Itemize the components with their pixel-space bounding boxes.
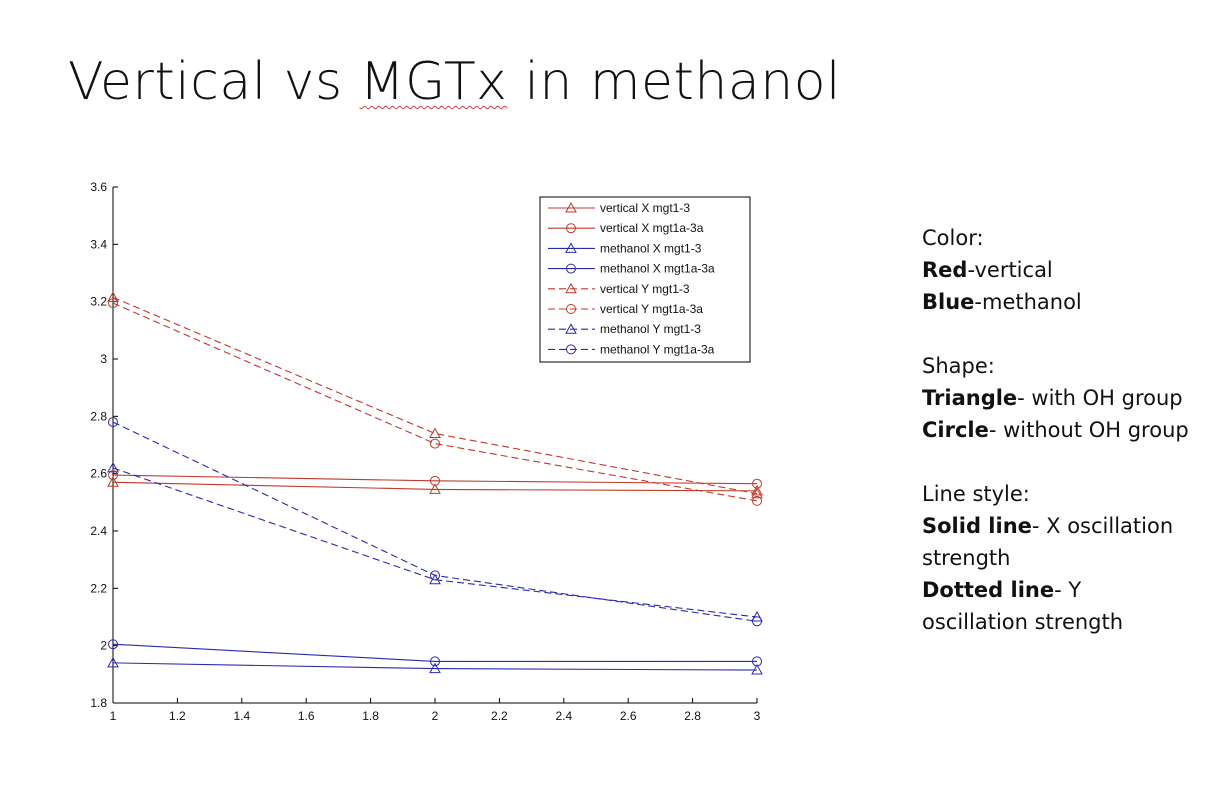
legend-label: methanol X mgt1a-3a bbox=[600, 262, 715, 276]
legend-swatch-marker bbox=[565, 242, 577, 253]
legend-swatch-marker bbox=[565, 201, 577, 213]
legend-label: vertical X mgt1a-3a bbox=[600, 221, 704, 235]
data-point-series-7 bbox=[751, 610, 763, 622]
data-point-series-4 bbox=[430, 656, 440, 667]
legend-label: vertical Y mgt1a-3a bbox=[600, 302, 703, 316]
legend-swatch-marker bbox=[566, 344, 576, 355]
x-tick-label: 1 bbox=[110, 709, 117, 723]
legend-label: vertical Y mgt1-3 bbox=[600, 282, 690, 296]
legend-label: methanol X mgt1-3 bbox=[600, 241, 702, 255]
data-point-series-1 bbox=[429, 483, 441, 494]
x-tick-label: 2 bbox=[432, 709, 439, 723]
legend-swatch-marker bbox=[566, 223, 576, 234]
shape-item-triangle: Triangle- with OH group bbox=[922, 386, 1183, 410]
legend-swatch-marker bbox=[565, 282, 577, 294]
data-point-series-6 bbox=[752, 495, 762, 506]
x-tick-label: 1.8 bbox=[362, 709, 379, 723]
legend-box bbox=[539, 196, 751, 363]
y-tick-label: 3 bbox=[100, 352, 107, 366]
legend-notes: Color: Red-vertical Blue-methanol Shape:… bbox=[922, 222, 1192, 670]
legend-swatch-marker bbox=[565, 323, 577, 334]
legend-label: vertical X mgt1-3 bbox=[600, 201, 690, 215]
legend-label: methanol Y mgt1-3 bbox=[600, 322, 701, 336]
line-item-dotted: Dotted line- Y oscillation strength bbox=[922, 578, 1124, 634]
x-tick-label: 2.4 bbox=[555, 709, 572, 723]
shape-notes: Shape: Triangle- with OH group Circle- w… bbox=[922, 350, 1192, 446]
data-point-series-6 bbox=[108, 298, 118, 309]
data-point-series-5 bbox=[751, 487, 763, 499]
y-tick-label: 3.4 bbox=[90, 237, 107, 251]
y-tick-label: 3.6 bbox=[90, 180, 107, 194]
x-tick-label: 1.6 bbox=[298, 709, 315, 723]
line-item-solid: Solid line- X oscillation strength bbox=[922, 514, 1174, 570]
y-tick-label: 3.2 bbox=[90, 295, 107, 309]
x-tick-label: 1.2 bbox=[169, 709, 186, 723]
series-line-1 bbox=[112, 481, 758, 492]
data-point-series-8 bbox=[430, 570, 440, 581]
y-tick-label: 2.4 bbox=[90, 524, 107, 538]
x-tick-label: 2.2 bbox=[491, 709, 508, 723]
data-point-series-8 bbox=[108, 417, 118, 428]
y-tick-label: 2 bbox=[100, 639, 107, 653]
line-style-heading: Line style: bbox=[922, 482, 1030, 506]
y-tick-label: 2.8 bbox=[90, 409, 107, 423]
legend-swatch-marker bbox=[566, 263, 576, 274]
data-point-series-1 bbox=[751, 484, 763, 496]
x-tick-label: 2.8 bbox=[684, 709, 701, 723]
x-tick-label: 3 bbox=[754, 709, 761, 723]
data-point-series-1 bbox=[107, 476, 119, 487]
data-point-series-7 bbox=[429, 573, 441, 585]
data-point-series-2 bbox=[108, 470, 118, 481]
shape-item-circle: Circle- without OH group bbox=[922, 418, 1189, 442]
color-item-blue: Blue-methanol bbox=[922, 290, 1082, 314]
data-point-series-3 bbox=[107, 656, 119, 668]
data-point-series-5 bbox=[107, 291, 119, 302]
legend-swatch-marker bbox=[566, 304, 576, 314]
series-line-8 bbox=[112, 421, 758, 622]
data-point-series-5 bbox=[429, 427, 441, 439]
title-part-3: in methanol bbox=[507, 52, 841, 112]
line-style-notes: Line style: Solid line- X oscillation st… bbox=[922, 478, 1192, 638]
series-line-2 bbox=[112, 474, 758, 485]
x-tick-label: 1.4 bbox=[233, 709, 250, 723]
series-line-4 bbox=[112, 643, 757, 662]
y-tick-label: 2.6 bbox=[90, 467, 107, 481]
y-tick-label: 1.8 bbox=[90, 696, 107, 710]
legend-label: methanol Y mgt1a-3a bbox=[600, 342, 715, 356]
color-notes: Color: Red-vertical Blue-methanol bbox=[922, 222, 1192, 318]
data-point-series-6 bbox=[430, 438, 440, 449]
data-point-series-2 bbox=[430, 475, 440, 486]
title-part-2: MGTx bbox=[359, 52, 508, 112]
y-tick-label: 2.2 bbox=[90, 581, 107, 595]
slide-title: Vertical vs MGTx in methanol bbox=[68, 52, 841, 112]
series-line-5 bbox=[112, 296, 758, 495]
shape-heading: Shape: bbox=[922, 354, 995, 378]
data-point-series-8 bbox=[752, 616, 762, 627]
series-line-7 bbox=[112, 467, 758, 618]
data-point-series-4 bbox=[752, 656, 762, 667]
data-point-series-4 bbox=[108, 639, 118, 650]
color-heading: Color: bbox=[922, 226, 984, 250]
x-tick-label: 2.6 bbox=[620, 709, 637, 723]
series-line-3 bbox=[112, 662, 758, 671]
data-point-series-7 bbox=[107, 461, 119, 473]
title-part-1: Vertical vs bbox=[68, 52, 360, 112]
color-item-red: Red-vertical bbox=[922, 258, 1053, 282]
data-point-series-3 bbox=[751, 664, 763, 675]
data-point-series-3 bbox=[429, 662, 441, 674]
